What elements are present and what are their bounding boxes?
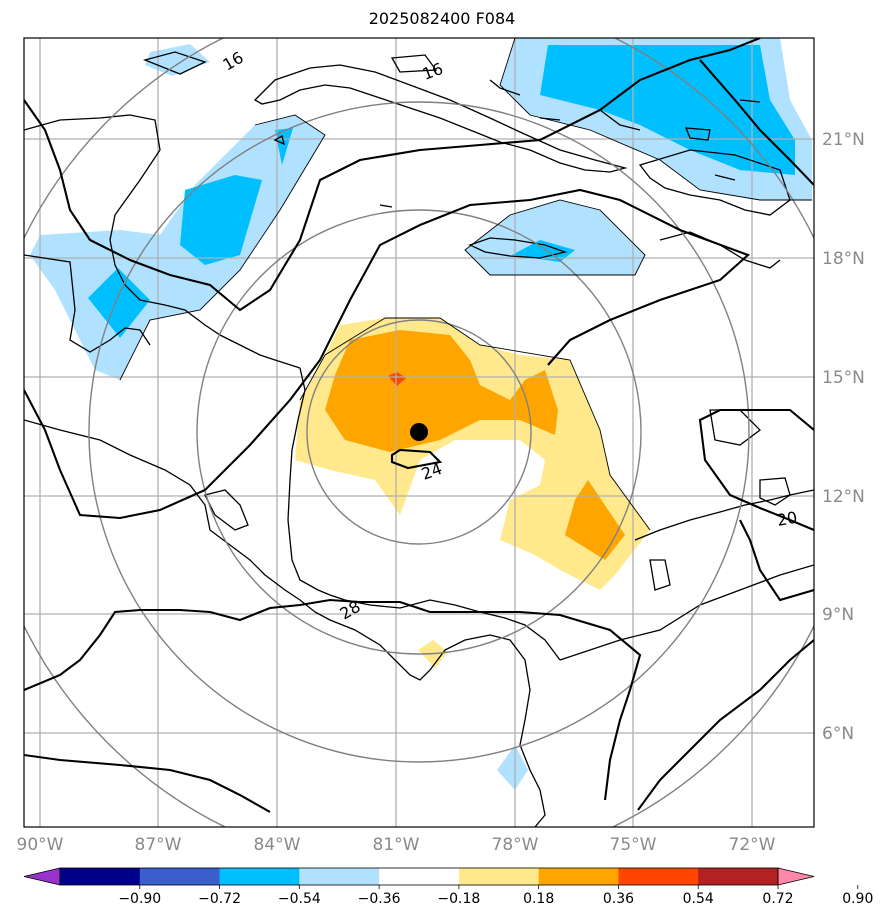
colorbar-extend-high <box>777 867 815 886</box>
latitude-axis: 21°N 18°N 15°N 12°N 9°N 6°N <box>822 130 865 744</box>
colorbar-segment <box>538 868 619 885</box>
lon-label-90w: 90°W <box>17 835 64 855</box>
colorbar-tick-label: 0.54 <box>683 891 714 907</box>
longitude-axis: 90°W 87°W 84°W 81°W 78°W 75°W 72°W <box>17 835 776 855</box>
colorbar-segment <box>379 868 460 885</box>
colorbar-segment <box>139 868 221 885</box>
lon-label-72w: 72°W <box>729 835 776 855</box>
map-plot-area: 16 16 24 28 20 <box>24 38 814 827</box>
lat-label-21n: 21°N <box>822 130 865 150</box>
lon-label-75w: 75°W <box>610 835 657 855</box>
map-frame <box>23 37 815 828</box>
colorbar-tick-label: 0.36 <box>603 891 634 907</box>
colorbar-segment <box>60 868 141 885</box>
lon-label-78w: 78°W <box>492 835 539 855</box>
colorbar-tick-label: −0.72 <box>198 891 241 907</box>
lon-label-87w: 87°W <box>135 835 182 855</box>
colorbar: −0.90 −0.72 −0.54 −0.36 −0.18 0.18 0.36 0.54 0.7… <box>23 867 873 907</box>
negative-anomaly-shading <box>30 38 812 790</box>
colorbar-extend-low <box>23 867 61 886</box>
colorbar-tick-label: 0.72 <box>762 891 793 907</box>
storm-center-marker <box>410 423 428 441</box>
coastlines <box>24 51 814 827</box>
lat-label-18n: 18°N <box>822 249 865 269</box>
map-title: 2025082400 F084 <box>368 9 516 28</box>
lon-label-84w: 84°W <box>254 835 301 855</box>
colorbar-tick-label: 0.18 <box>523 891 554 907</box>
colorbar-tick-label: −0.36 <box>358 891 401 907</box>
lon-label-81w: 81°W <box>373 835 420 855</box>
contour-label-20: 20 <box>775 508 798 530</box>
colorbar-segment <box>618 868 699 885</box>
lat-label-15n: 15°N <box>822 368 865 388</box>
gridlines <box>24 38 814 827</box>
colorbar-frame <box>59 867 779 886</box>
thin-contours <box>119 38 812 531</box>
thick-contours <box>24 38 814 813</box>
colorbar-tick-label: −0.54 <box>278 891 321 907</box>
colorbar-segment <box>299 868 380 885</box>
colorbar-tick-label: 0.90 <box>842 891 873 907</box>
colorbar-tick-label: −0.90 <box>118 891 161 907</box>
colorbar-segment <box>458 868 540 885</box>
colorbar-segment <box>219 868 300 885</box>
lat-label-12n: 12°N <box>822 487 865 507</box>
lat-label-9n: 9°N <box>822 605 854 625</box>
colorbar-tick-label: −0.18 <box>437 891 480 907</box>
range-rings <box>24 38 814 827</box>
lat-label-6n: 6°N <box>822 724 854 744</box>
colorbar-segment <box>698 868 779 885</box>
